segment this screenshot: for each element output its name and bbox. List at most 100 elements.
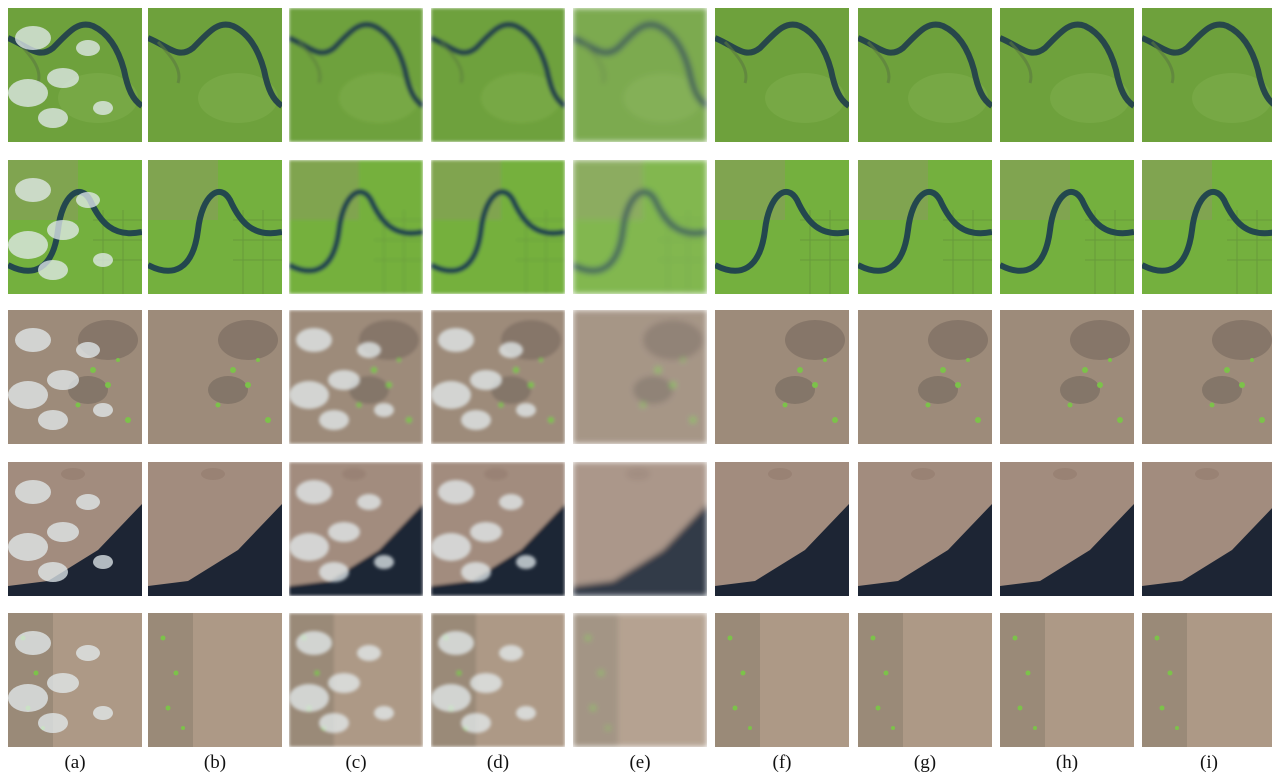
image-tile (573, 462, 707, 596)
image-tile (715, 613, 849, 747)
image-tile (289, 8, 423, 142)
tile-content (1000, 8, 1134, 142)
tile-content (1000, 613, 1134, 747)
satellite-image (715, 8, 849, 142)
image-tile (431, 8, 565, 142)
image-tile (858, 613, 992, 747)
column-label: (e) (629, 752, 650, 773)
image-tile (1142, 160, 1272, 294)
satellite-image (573, 310, 707, 444)
image-tile (1142, 462, 1272, 596)
column-label: (d) (487, 752, 509, 773)
tile-content (289, 160, 423, 294)
tile-content (148, 8, 282, 142)
satellite-image (715, 462, 849, 596)
satellite-image (858, 310, 992, 444)
tile-content (715, 8, 849, 142)
image-tile (858, 310, 992, 444)
tile-content (148, 462, 282, 596)
tile-content (8, 8, 142, 142)
satellite-image (148, 160, 282, 294)
tile-content (1142, 160, 1272, 294)
image-tile (715, 8, 849, 142)
image-tile (1000, 310, 1134, 444)
tile-content (573, 462, 707, 596)
tile-content (289, 310, 423, 444)
satellite-image (289, 8, 423, 142)
tile-content (858, 613, 992, 747)
image-tile (148, 160, 282, 294)
image-tile (715, 462, 849, 596)
image-tile (1142, 310, 1272, 444)
image-tile (431, 462, 565, 596)
tile-content (1000, 462, 1134, 596)
satellite-image (573, 160, 707, 294)
column-label: (g) (914, 752, 936, 773)
tile-content (573, 160, 707, 294)
tile-content (431, 613, 565, 747)
satellite-image (1000, 310, 1134, 444)
satellite-image (148, 462, 282, 596)
column-label: (i) (1200, 752, 1218, 773)
satellite-image (715, 613, 849, 747)
tile-content (858, 160, 992, 294)
image-tile (8, 310, 142, 444)
image-tile (858, 8, 992, 142)
satellite-image (858, 613, 992, 747)
satellite-image (573, 613, 707, 747)
image-tile (1000, 613, 1134, 747)
tile-content (289, 8, 423, 142)
image-tile (1142, 613, 1272, 747)
column-label: (h) (1056, 752, 1078, 773)
image-tile (858, 160, 992, 294)
tile-content (148, 160, 282, 294)
satellite-image (573, 462, 707, 596)
column-label: (b) (204, 752, 226, 773)
image-tile (289, 310, 423, 444)
tile-content (715, 160, 849, 294)
image-tile (1000, 8, 1134, 142)
figure: (a) (b) (c) (d) (e) (f) (g) (h) (i) (0, 0, 1272, 778)
image-tile (8, 8, 142, 142)
satellite-image (1142, 462, 1272, 596)
tile-content (148, 613, 282, 747)
tile-content (1142, 310, 1272, 444)
image-tile (148, 613, 282, 747)
tile-content (8, 613, 142, 747)
satellite-image (858, 8, 992, 142)
image-tile (431, 310, 565, 444)
tile-content (148, 310, 282, 444)
image-tile (573, 613, 707, 747)
satellite-image (148, 613, 282, 747)
tile-content (1000, 160, 1134, 294)
image-tile (1142, 8, 1272, 142)
satellite-image (715, 160, 849, 294)
image-tile (148, 310, 282, 444)
tile-content (1142, 8, 1272, 142)
tile-content (289, 462, 423, 596)
image-tile (1000, 462, 1134, 596)
tile-content (858, 8, 992, 142)
image-tile (573, 8, 707, 142)
image-tile (289, 462, 423, 596)
satellite-image (715, 310, 849, 444)
tile-content (1000, 310, 1134, 444)
tile-content (431, 160, 565, 294)
satellite-image (1000, 8, 1134, 142)
satellite-image (289, 160, 423, 294)
satellite-image (431, 160, 565, 294)
image-tile (289, 160, 423, 294)
tile-content (431, 8, 565, 142)
satellite-image (858, 462, 992, 596)
column-labels: (a) (b) (c) (d) (e) (f) (g) (h) (i) (64, 752, 1218, 773)
image-tile (431, 613, 565, 747)
column-label: (f) (773, 752, 792, 773)
image-tile (573, 160, 707, 294)
tile-content (573, 613, 707, 747)
tile-content (573, 310, 707, 444)
tile-content (573, 8, 707, 142)
tile-content (431, 462, 565, 596)
tile-content (8, 310, 142, 444)
image-tile (431, 160, 565, 294)
image-tile (8, 613, 142, 747)
